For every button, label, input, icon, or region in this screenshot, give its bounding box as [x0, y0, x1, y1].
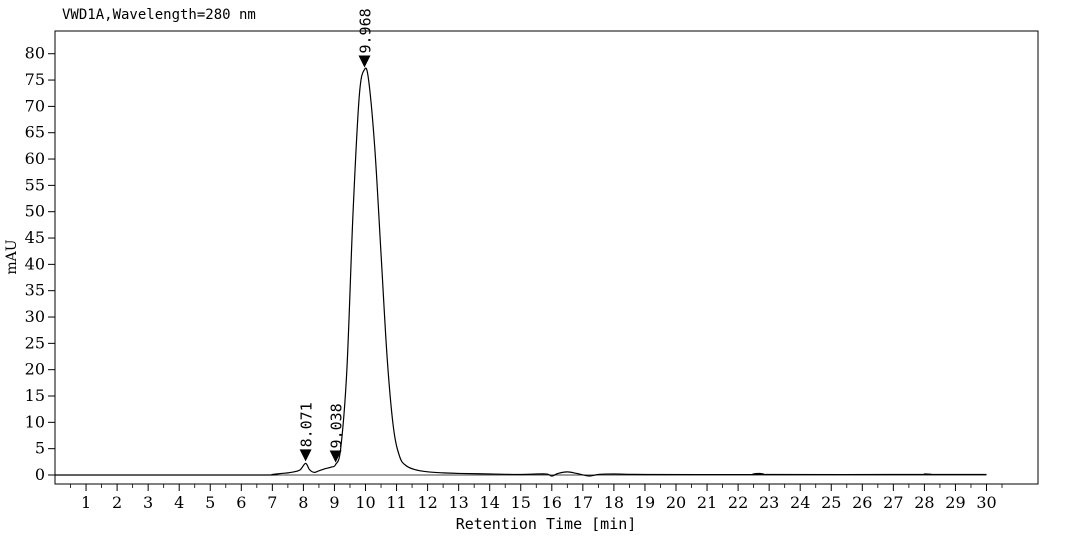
x-tick-label: 27: [883, 493, 903, 512]
x-tick-label: 7: [267, 493, 277, 512]
chromatogram-trace: [54, 67, 987, 477]
x-tick-label: 6: [236, 493, 246, 512]
x-tick-label: 15: [511, 493, 531, 512]
x-tick-label: 29: [945, 493, 965, 512]
y-axis-label: mAU: [4, 239, 20, 274]
x-tick-label: 25: [821, 493, 841, 512]
y-tick-label: 25: [25, 333, 45, 352]
y-tick-label: 65: [25, 123, 45, 142]
x-tick-label: 18: [604, 493, 624, 512]
x-axis: 1 2 3 4 5 6 7 8 9 10 11 12 13 14 15 16 17 18 19 20 21 22 23 24 2…: [70, 484, 1003, 512]
y-tick-label: 45: [25, 228, 45, 247]
x-tick-label: 23: [759, 493, 779, 512]
x-tick-label: 3: [143, 493, 153, 512]
chart-title: VWD1A,Wavelength=280 nm: [62, 7, 256, 23]
x-tick-label: 20: [666, 493, 686, 512]
y-tick-label: 5: [35, 439, 45, 458]
x-tick-label: 19: [635, 493, 655, 512]
y-tick-label: 70: [25, 96, 45, 115]
x-tick-label: 16: [542, 493, 562, 512]
peak-marker: [329, 450, 342, 463]
peak-markers: 8.071 9.038 9.968: [298, 8, 375, 463]
y-tick-label: 75: [25, 70, 45, 89]
y-tick-label: 50: [25, 202, 45, 221]
peak-marker: [299, 449, 312, 462]
x-tick-label: 22: [728, 493, 748, 512]
x-tick-label: 4: [174, 493, 184, 512]
x-tick-label: 13: [448, 493, 468, 512]
y-tick-label: 30: [25, 307, 45, 326]
y-tick-label: 35: [25, 281, 45, 300]
x-tick-label: 12: [417, 493, 437, 512]
peak-label: 9.968: [357, 8, 375, 53]
x-axis-label: Retention Time [min]: [456, 515, 637, 533]
x-tick-label: 26: [852, 493, 872, 512]
x-tick-label: 11: [386, 493, 406, 512]
x-tick-label: 9: [329, 493, 339, 512]
y-tick-label: 80: [25, 44, 45, 63]
x-tick-label: 5: [205, 493, 215, 512]
x-tick-label: 8: [298, 493, 308, 512]
x-tick-label: 21: [697, 493, 717, 512]
x-tick-label: 30: [976, 493, 996, 512]
x-tick-label: 24: [790, 493, 810, 512]
y-axis: 0 5 10 15 20 25 30 35 40 45 50 55 60 65 70 75 80: [25, 44, 55, 484]
x-tick-label: 2: [112, 493, 122, 512]
y-tick-label: 0: [35, 465, 45, 484]
plot-frame: [54, 30, 1039, 485]
x-tick-label: 17: [573, 493, 593, 512]
y-tick-label: 10: [25, 412, 45, 431]
x-tick-label: 10: [355, 493, 375, 512]
x-tick-label: 1: [81, 493, 91, 512]
peak-label: 8.071: [298, 402, 316, 447]
y-tick-label: 55: [25, 175, 45, 194]
x-tick-label: 28: [914, 493, 934, 512]
y-tick-label: 40: [25, 254, 45, 273]
y-tick-label: 60: [25, 149, 45, 168]
x-tick-label: 14: [480, 493, 500, 512]
peak-label: 9.038: [328, 403, 346, 448]
y-tick-label: 15: [25, 386, 45, 405]
y-tick-label: 20: [25, 360, 45, 379]
peak-marker: [358, 55, 371, 68]
